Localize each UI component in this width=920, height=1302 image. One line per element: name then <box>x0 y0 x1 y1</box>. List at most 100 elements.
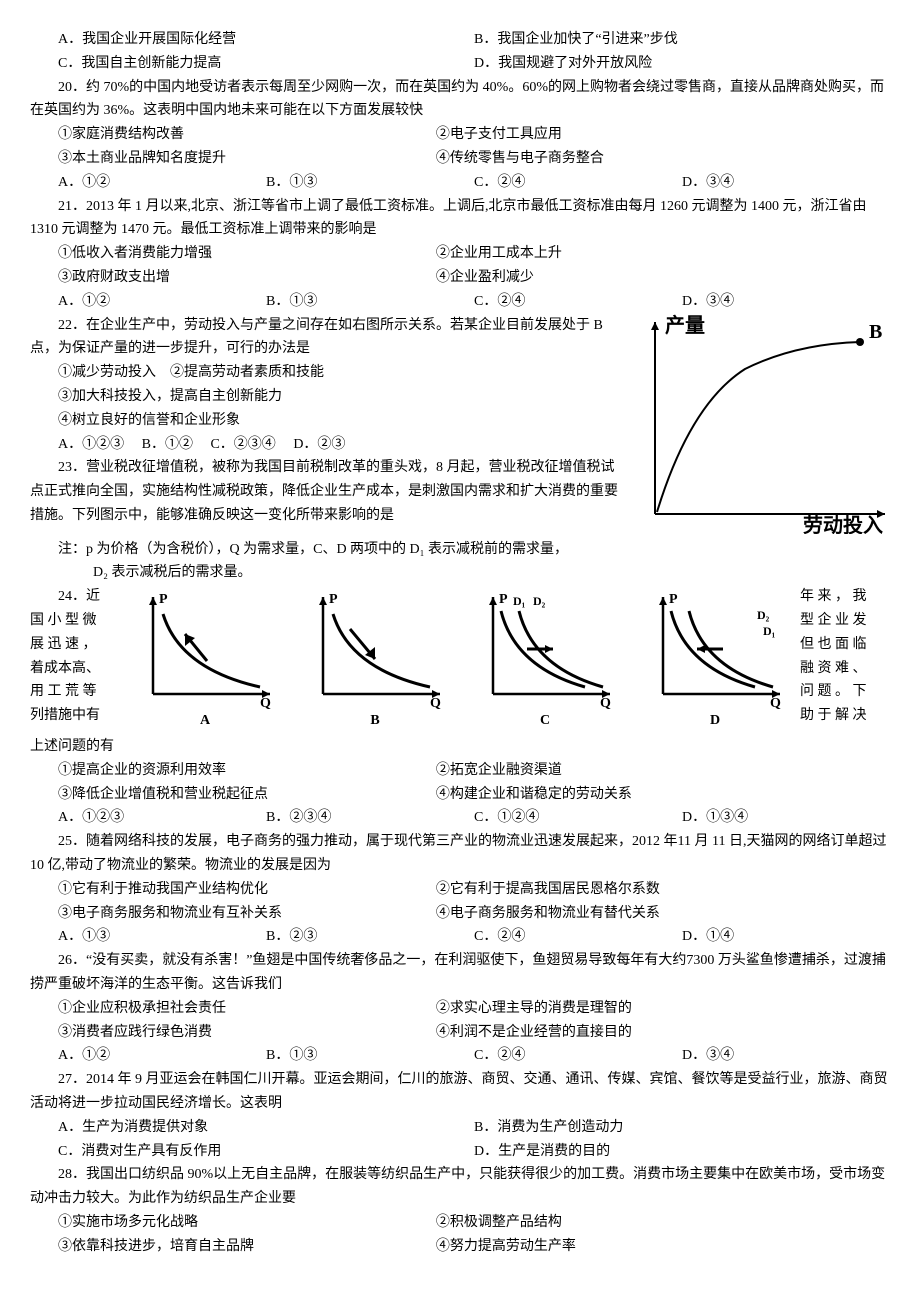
q23-chart-d: P D₂ D₁ Q D <box>640 589 790 733</box>
q23-chart-c: P D₁ D₂ Q C <box>470 589 620 733</box>
q27-opt-d: D．生产是消费的目的 <box>474 1140 890 1164</box>
q25-s2: ②它有利于提高我国居民恩格尔系数 <box>436 878 810 902</box>
q24-l1: 国 小 型 微 <box>30 609 120 633</box>
q24-r3: 融 资 难 、 <box>800 657 890 681</box>
q20-s3: ③本土商业品牌知名度提升 <box>58 147 432 171</box>
q27-opt-c: C．消费对生产具有反作用 <box>58 1140 474 1164</box>
q24-s4: ④构建企业和谐稳定的劳动关系 <box>436 783 810 807</box>
q26-opt-b: B．①③ <box>266 1044 474 1068</box>
q24-s3: ③降低企业增值税和营业税起征点 <box>58 783 432 807</box>
q24-l0: 24．近 <box>30 585 120 609</box>
q25-opt-c: C．②④ <box>474 925 682 949</box>
q19-opt-b: B．我国企业加快了“引进来”步伐 <box>474 28 890 52</box>
q22-chart: B 产量 劳动投入 <box>635 314 890 534</box>
q22-opt-a: A．①②③ <box>58 437 124 452</box>
q20-statements: ①家庭消费结构改善 ②电子支付工具应用 ③本土商业品牌知名度提升 ④传统零售与电… <box>30 123 890 171</box>
q19-options: A．我国企业开展国际化经营 B．我国企业加快了“引进来”步伐 C．我国自主创新能… <box>30 28 890 76</box>
q26-s4: ④利润不是企业经营的直接目的 <box>436 1021 810 1045</box>
q25-stem: 25．随着网络科技的发展，电子商务的强力推动，属于现代第三产业的物流业迅速发展起… <box>30 830 890 878</box>
q26-s3: ③消费者应践行绿色消费 <box>58 1021 432 1045</box>
q24-l5: 列措施中有 <box>30 704 120 728</box>
q23a-xl: Q <box>260 696 271 709</box>
q26-options: A．①② B．①③ C．②④ D．③④ <box>30 1044 890 1068</box>
q23c-yl: P <box>499 592 508 607</box>
q26-statements: ①企业应积极承担社会责任 ②求实心理主导的消费是理智的 ③消费者应践行绿色消费 … <box>30 997 890 1045</box>
q24-r2: 但 也 面 临 <box>800 633 890 657</box>
q19-opt-a: A．我国企业开展国际化经营 <box>58 28 474 52</box>
q22-chart-xlabel: 劳动投入 <box>803 513 883 534</box>
q23d-d2: D₂ <box>757 608 770 622</box>
q23c-d2: D₂ <box>533 594 546 608</box>
q23-note1: 注：p 为价格（为含税价），Q 为需求量，C、D 两项中的 D₁ 表示减税前的需… <box>30 538 890 562</box>
q27-opt-b: B．消费为生产创造动力 <box>474 1116 890 1140</box>
q23-chart-b: P Q B <box>300 589 450 733</box>
q21-s2: ②企业用工成本上升 <box>436 242 810 266</box>
q26-s2: ②求实心理主导的消费是理智的 <box>436 997 810 1021</box>
q25-s3: ③电子商务服务和物流业有互补关系 <box>58 902 432 926</box>
q22-chart-ylabel: 产量 <box>665 314 705 337</box>
q23b-yl: P <box>329 592 338 607</box>
q25-opt-b: B．②③ <box>266 925 474 949</box>
q21-opt-d: D．③④ <box>682 290 890 314</box>
q27-stem: 27．2014 年 9 月亚运会在韩国仁川开幕。亚运会期间，仁川的旅游、商贸、交… <box>30 1068 890 1116</box>
q24-opt-c: C．①②④ <box>474 806 682 830</box>
q26-stem: 26．“没有买卖，就没有杀害！”鱼翅是中国传统奢侈品之一，在利润驱使下，鱼翅贸易… <box>30 949 890 997</box>
q26-s1: ①企业应积极承担社会责任 <box>58 997 432 1021</box>
q24-opt-d: D．①③④ <box>682 806 890 830</box>
q20-opt-c: C．②④ <box>474 171 682 195</box>
q23c-d1: D₁ <box>513 594 526 608</box>
q24-l2: 展 迅 速 ， <box>30 633 120 657</box>
q21-s3: ③政府财政支出增 <box>58 266 432 290</box>
q23-note2: D₂ 表示减税后的需求量。 <box>30 561 890 585</box>
q28-s2: ②积极调整产品结构 <box>436 1211 810 1235</box>
q28-statements: ①实施市场多元化战略 ②积极调整产品结构 ③依靠科技进步，培育自主品牌 ④努力提… <box>30 1211 890 1259</box>
q23a-label: A <box>130 709 280 733</box>
q23a-yl: P <box>159 592 168 607</box>
q24-r5: 助 于 解 决 <box>800 704 890 728</box>
q24-r0: 年 来 ， 我 <box>800 585 890 609</box>
q24-r1: 型 企 业 发 <box>800 609 890 633</box>
q20-s1: ①家庭消费结构改善 <box>58 123 432 147</box>
q22-opt-b: B．①② <box>142 437 193 452</box>
q24-cont: 上述问题的有 <box>30 735 890 759</box>
q21-statements: ①低收入者消费能力增强 ②企业用工成本上升 ③政府财政支出增 ④企业盈利减少 <box>30 242 890 290</box>
q25-s4: ④电子商务服务和物流业有替代关系 <box>436 902 810 926</box>
q20-s2: ②电子支付工具应用 <box>436 123 810 147</box>
q24-l3: 着成本高、 <box>30 657 120 681</box>
q24-right-text: 年 来 ， 我 型 企 业 发 但 也 面 临 融 资 难 、 问 题 。 下 … <box>800 585 890 728</box>
q20-opt-b: B．①③ <box>266 171 474 195</box>
q28-s1: ①实施市场多元化战略 <box>58 1211 432 1235</box>
q20-opt-a: A．①② <box>58 171 266 195</box>
q21-stem: 21．2013 年 1 月以来,北京、浙江等省市上调了最低工资标准。上调后,北京… <box>30 195 890 243</box>
q20-opt-d: D．③④ <box>682 171 890 195</box>
q21-options: A．①② B．①③ C．②④ D．③④ <box>30 290 890 314</box>
q22-opt-d: D．②③ <box>293 437 345 452</box>
q23b-label: B <box>300 709 450 733</box>
q24-options: A．①②③ B．②③④ C．①②④ D．①③④ <box>30 806 890 830</box>
q23b-xl: Q <box>430 696 441 709</box>
q24-opt-b: B．②③④ <box>266 806 474 830</box>
q25-opt-d: D．①④ <box>682 925 890 949</box>
q23c-label: C <box>470 709 620 733</box>
q24-l4: 用 工 荒 等 <box>30 680 120 704</box>
q25-statements: ①它有利于推动我国产业结构优化 ②它有利于提高我国居民恩格尔系数 ③电子商务服务… <box>30 878 890 926</box>
q19-opt-d: D．我国规避了对外开放风险 <box>474 52 890 76</box>
q23d-label: D <box>640 709 790 733</box>
q20-options: A．①② B．①③ C．②④ D．③④ <box>30 171 890 195</box>
q23-four-charts: P Q A P Q B <box>120 589 800 733</box>
q19-opt-c: C．我国自主创新能力提高 <box>58 52 474 76</box>
q23d-d1: D₁ <box>763 624 776 638</box>
q26-opt-c: C．②④ <box>474 1044 682 1068</box>
q22-opt-c: C．②③④ <box>210 437 275 452</box>
q28-s3: ③依靠科技进步，培育自主品牌 <box>58 1235 432 1259</box>
q21-opt-b: B．①③ <box>266 290 474 314</box>
q26-opt-d: D．③④ <box>682 1044 890 1068</box>
q25-s1: ①它有利于推动我国产业结构优化 <box>58 878 432 902</box>
q27-options: A．生产为消费提供对象 B．消费为生产创造动力 C．消费对生产具有反作用 D．生… <box>30 1116 890 1164</box>
q24-left-text: 24．近 国 小 型 微 展 迅 速 ， 着成本高、 用 工 荒 等 列措施中有 <box>30 585 120 728</box>
q26-opt-a: A．①② <box>58 1044 266 1068</box>
q23c-xl: Q <box>600 696 611 709</box>
q24-statements: ①提高企业的资源利用效率 ②拓宽企业融资渠道 ③降低企业增值税和营业税起征点 ④… <box>30 759 890 807</box>
q24-r4: 问 题 。 下 <box>800 680 890 704</box>
q21-s4: ④企业盈利减少 <box>436 266 810 290</box>
